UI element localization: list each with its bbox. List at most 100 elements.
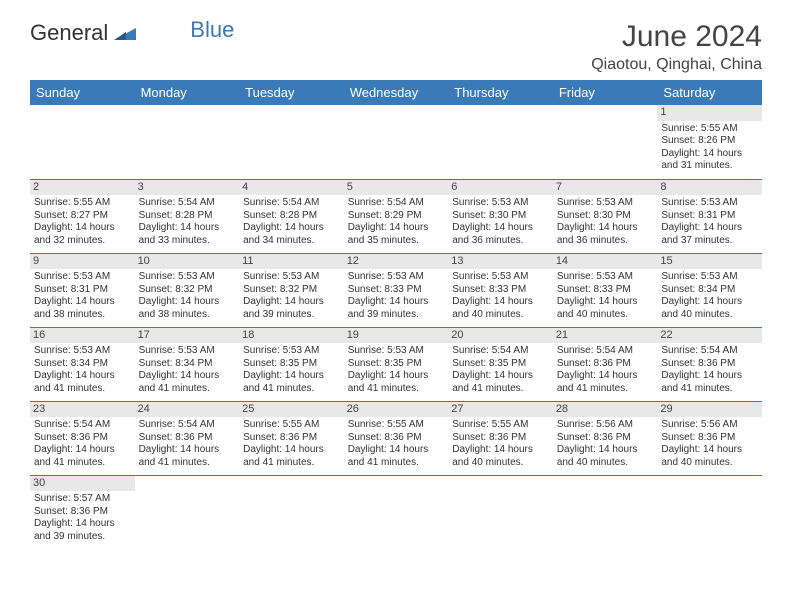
sunrise-text: Sunrise: 5:55 AM	[661, 123, 758, 136]
daylight-text: and 39 minutes.	[348, 309, 445, 322]
sunrise-text: Sunrise: 5:53 AM	[348, 345, 445, 358]
daylight-text: and 41 minutes.	[34, 383, 131, 396]
calendar-cell: 3Sunrise: 5:54 AMSunset: 8:28 PMDaylight…	[135, 179, 240, 253]
day-number: 23	[30, 402, 135, 418]
calendar-cell: 16Sunrise: 5:53 AMSunset: 8:34 PMDayligh…	[30, 327, 135, 401]
calendar-cell: 19Sunrise: 5:53 AMSunset: 8:35 PMDayligh…	[344, 327, 449, 401]
day-number: 8	[657, 180, 762, 196]
sunset-text: Sunset: 8:31 PM	[34, 284, 131, 297]
day-number: 21	[553, 328, 658, 344]
day-number: 11	[239, 254, 344, 270]
daylight-text: and 41 minutes.	[34, 457, 131, 470]
daylight-text: and 40 minutes.	[557, 457, 654, 470]
logo-text-blue: Blue	[190, 17, 234, 43]
calendar-cell: 12Sunrise: 5:53 AMSunset: 8:33 PMDayligh…	[344, 253, 449, 327]
daylight-text: Daylight: 14 hours	[452, 296, 549, 309]
sunrise-text: Sunrise: 5:56 AM	[661, 419, 758, 432]
daylight-text: Daylight: 14 hours	[452, 222, 549, 235]
daylight-text: Daylight: 14 hours	[348, 296, 445, 309]
day-number: 14	[553, 254, 658, 270]
daylight-text: and 38 minutes.	[34, 309, 131, 322]
sunset-text: Sunset: 8:26 PM	[661, 135, 758, 148]
calendar-cell	[239, 475, 344, 549]
daylight-text: and 31 minutes.	[661, 160, 758, 173]
sunset-text: Sunset: 8:35 PM	[452, 358, 549, 371]
daylight-text: and 39 minutes.	[34, 531, 131, 544]
sunset-text: Sunset: 8:33 PM	[452, 284, 549, 297]
weekday-header: Saturday	[657, 80, 762, 105]
calendar-cell: 13Sunrise: 5:53 AMSunset: 8:33 PMDayligh…	[448, 253, 553, 327]
calendar-row: 1Sunrise: 5:55 AMSunset: 8:26 PMDaylight…	[30, 105, 762, 179]
calendar-cell: 24Sunrise: 5:54 AMSunset: 8:36 PMDayligh…	[135, 401, 240, 475]
daylight-text: Daylight: 14 hours	[557, 296, 654, 309]
daylight-text: Daylight: 14 hours	[243, 296, 340, 309]
day-number: 15	[657, 254, 762, 270]
daylight-text: Daylight: 14 hours	[34, 518, 131, 531]
day-number: 19	[344, 328, 449, 344]
daylight-text: and 33 minutes.	[139, 235, 236, 248]
sunrise-text: Sunrise: 5:53 AM	[557, 197, 654, 210]
calendar-cell: 14Sunrise: 5:53 AMSunset: 8:33 PMDayligh…	[553, 253, 658, 327]
daylight-text: Daylight: 14 hours	[661, 370, 758, 383]
day-number: 16	[30, 328, 135, 344]
weekday-header: Thursday	[448, 80, 553, 105]
sunset-text: Sunset: 8:36 PM	[34, 432, 131, 445]
calendar-cell	[135, 105, 240, 179]
sunset-text: Sunset: 8:31 PM	[661, 210, 758, 223]
calendar-cell: 4Sunrise: 5:54 AMSunset: 8:28 PMDaylight…	[239, 179, 344, 253]
daylight-text: and 40 minutes.	[452, 309, 549, 322]
sunrise-text: Sunrise: 5:55 AM	[348, 419, 445, 432]
logo-sail-icon	[112, 24, 138, 42]
calendar-cell: 18Sunrise: 5:53 AMSunset: 8:35 PMDayligh…	[239, 327, 344, 401]
day-number: 12	[344, 254, 449, 270]
daylight-text: and 36 minutes.	[557, 235, 654, 248]
daylight-text: Daylight: 14 hours	[557, 444, 654, 457]
daylight-text: Daylight: 14 hours	[348, 370, 445, 383]
calendar-cell: 2Sunrise: 5:55 AMSunset: 8:27 PMDaylight…	[30, 179, 135, 253]
sunrise-text: Sunrise: 5:57 AM	[34, 493, 131, 506]
calendar-cell	[344, 475, 449, 549]
calendar-cell	[553, 105, 658, 179]
daylight-text: Daylight: 14 hours	[557, 370, 654, 383]
sunrise-text: Sunrise: 5:54 AM	[661, 345, 758, 358]
daylight-text: Daylight: 14 hours	[139, 296, 236, 309]
daylight-text: Daylight: 14 hours	[34, 222, 131, 235]
sunrise-text: Sunrise: 5:53 AM	[452, 197, 549, 210]
logo: General Blue	[30, 20, 234, 46]
day-number: 22	[657, 328, 762, 344]
daylight-text: and 41 minutes.	[243, 457, 340, 470]
calendar-cell: 22Sunrise: 5:54 AMSunset: 8:36 PMDayligh…	[657, 327, 762, 401]
daylight-text: Daylight: 14 hours	[452, 444, 549, 457]
calendar-cell	[30, 105, 135, 179]
weekday-header: Wednesday	[344, 80, 449, 105]
daylight-text: and 41 minutes.	[139, 457, 236, 470]
daylight-text: and 41 minutes.	[243, 383, 340, 396]
sunset-text: Sunset: 8:36 PM	[348, 432, 445, 445]
day-number: 1	[657, 105, 762, 121]
sunrise-text: Sunrise: 5:56 AM	[557, 419, 654, 432]
sunset-text: Sunset: 8:30 PM	[452, 210, 549, 223]
sunset-text: Sunset: 8:34 PM	[139, 358, 236, 371]
calendar-cell	[135, 475, 240, 549]
calendar-cell: 10Sunrise: 5:53 AMSunset: 8:32 PMDayligh…	[135, 253, 240, 327]
calendar-cell: 5Sunrise: 5:54 AMSunset: 8:29 PMDaylight…	[344, 179, 449, 253]
calendar-row: 2Sunrise: 5:55 AMSunset: 8:27 PMDaylight…	[30, 179, 762, 253]
sunrise-text: Sunrise: 5:54 AM	[34, 419, 131, 432]
sunset-text: Sunset: 8:36 PM	[139, 432, 236, 445]
daylight-text: and 41 minutes.	[452, 383, 549, 396]
sunset-text: Sunset: 8:36 PM	[452, 432, 549, 445]
daylight-text: Daylight: 14 hours	[34, 370, 131, 383]
month-title: June 2024	[591, 20, 762, 54]
sunrise-text: Sunrise: 5:54 AM	[139, 419, 236, 432]
daylight-text: Daylight: 14 hours	[452, 370, 549, 383]
daylight-text: and 32 minutes.	[34, 235, 131, 248]
sunset-text: Sunset: 8:34 PM	[661, 284, 758, 297]
daylight-text: Daylight: 14 hours	[661, 444, 758, 457]
daylight-text: and 40 minutes.	[661, 309, 758, 322]
sunset-text: Sunset: 8:34 PM	[34, 358, 131, 371]
calendar-cell: 7Sunrise: 5:53 AMSunset: 8:30 PMDaylight…	[553, 179, 658, 253]
day-number: 26	[344, 402, 449, 418]
calendar-cell: 17Sunrise: 5:53 AMSunset: 8:34 PMDayligh…	[135, 327, 240, 401]
day-number: 13	[448, 254, 553, 270]
sunrise-text: Sunrise: 5:53 AM	[557, 271, 654, 284]
